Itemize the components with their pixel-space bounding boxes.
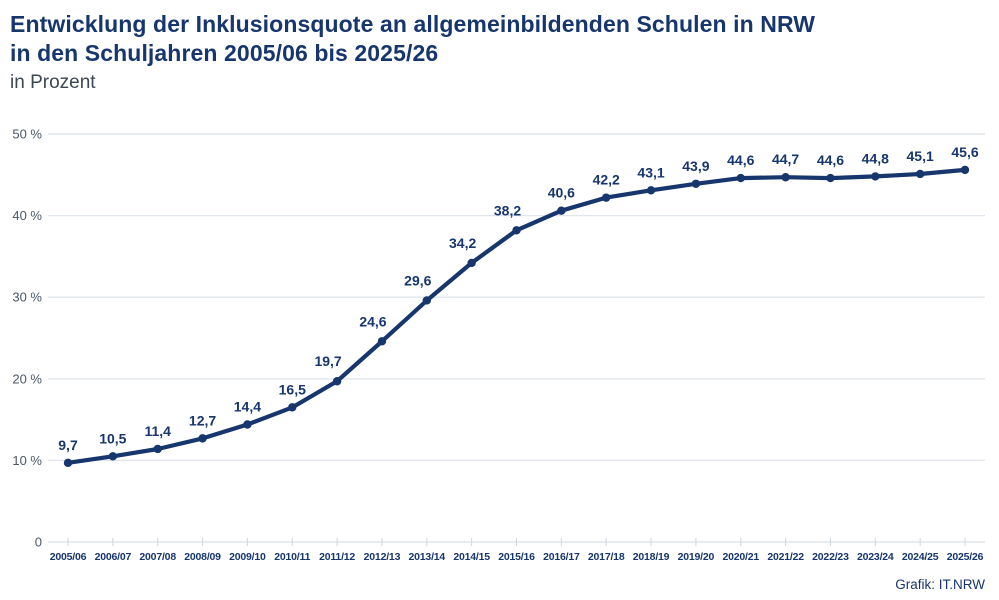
data-point-label: 38,2 bbox=[494, 202, 521, 218]
data-point bbox=[826, 173, 835, 183]
data-point bbox=[288, 403, 297, 412]
data-point-label: 29,6 bbox=[404, 272, 431, 288]
data-point-label: 43,1 bbox=[637, 164, 664, 180]
data-point bbox=[108, 452, 118, 461]
x-axis-label: 2011/12 bbox=[319, 551, 355, 563]
data-point bbox=[691, 179, 701, 188]
data-point bbox=[915, 169, 925, 179]
chart-subtitle: in Prozent bbox=[10, 72, 96, 93]
data-point-label: 14,4 bbox=[234, 398, 261, 414]
chart-header: Entwicklung der Inklusionsquote an allge… bbox=[10, 10, 970, 95]
source-credit: Grafik: IT.NRW bbox=[895, 577, 985, 592]
data-point-label: 45,6 bbox=[951, 144, 978, 160]
data-point-label: 40,6 bbox=[548, 185, 575, 201]
data-point-label: 42,2 bbox=[593, 172, 620, 188]
x-axis-label: 2019/20 bbox=[678, 551, 715, 563]
data-point-label: 34,2 bbox=[449, 235, 476, 251]
x-axis-label: 2015/16 bbox=[498, 551, 535, 563]
data-point-label: 24,6 bbox=[359, 313, 386, 329]
data-point-label: 44,8 bbox=[862, 150, 889, 166]
data-point bbox=[871, 172, 880, 181]
data-point-label: 9,7 bbox=[58, 437, 78, 453]
data-point bbox=[602, 193, 611, 202]
data-point bbox=[422, 296, 431, 305]
y-axis-label: 20 % bbox=[12, 371, 42, 386]
data-point bbox=[781, 173, 790, 182]
y-axis-label: 0 bbox=[35, 535, 42, 550]
data-point bbox=[467, 258, 476, 268]
x-axis-label: 2013/14 bbox=[409, 551, 446, 563]
x-axis-label: 2021/22 bbox=[767, 551, 804, 563]
data-point bbox=[960, 165, 970, 175]
data-point-label: 19,7 bbox=[314, 353, 341, 369]
x-axis-label: 2020/21 bbox=[722, 551, 759, 563]
chart-title-line-2: in den Schuljahren 2005/06 bis 2025/26 bbox=[10, 40, 439, 66]
x-axis-label: 2017/18 bbox=[588, 551, 625, 563]
data-point-label: 10,5 bbox=[99, 430, 126, 446]
data-point bbox=[512, 226, 521, 235]
x-axis-label: 2005/06 bbox=[50, 551, 87, 563]
data-point-label: 45,1 bbox=[907, 148, 934, 164]
x-axis-label: 2024/25 bbox=[902, 551, 939, 563]
x-axis-label: 2023/24 bbox=[857, 551, 894, 563]
y-axis-label: 30 % bbox=[12, 290, 42, 305]
x-axis-label: 2007/08 bbox=[139, 551, 176, 563]
data-point bbox=[153, 444, 162, 454]
x-axis-label: 2010/11 bbox=[274, 551, 310, 563]
y-axis-label: 50 % bbox=[12, 127, 42, 142]
data-point-label: 11,4 bbox=[144, 423, 171, 439]
data-point bbox=[557, 206, 566, 215]
data-point-label: 44,6 bbox=[727, 152, 754, 168]
data-point-label: 12,7 bbox=[189, 412, 216, 428]
data-point bbox=[736, 173, 745, 183]
data-point bbox=[198, 434, 207, 443]
data-point-label: 43,9 bbox=[682, 158, 709, 174]
x-axis-label: 2012/13 bbox=[364, 551, 401, 563]
y-axis-label: 10 % bbox=[12, 453, 42, 468]
data-point-label: 16,5 bbox=[279, 381, 306, 397]
data-point bbox=[63, 458, 73, 468]
data-point bbox=[646, 186, 656, 195]
x-axis-label: 2009/10 bbox=[229, 551, 266, 563]
x-axis-label: 2022/23 bbox=[812, 551, 849, 563]
data-point bbox=[332, 377, 342, 386]
data-point-label: 44,6 bbox=[817, 152, 844, 168]
data-point bbox=[377, 337, 387, 346]
chart-title-line-1: Entwicklung der Inklusionsquote an allge… bbox=[10, 11, 816, 37]
x-axis-label: 2018/19 bbox=[633, 551, 670, 563]
x-axis-label: 2025/26 bbox=[947, 551, 984, 563]
x-axis-label: 2014/15 bbox=[453, 551, 490, 563]
data-point bbox=[243, 420, 252, 429]
x-axis-label: 2016/17 bbox=[543, 551, 580, 563]
x-axis-label: 2006/07 bbox=[95, 551, 132, 563]
y-axis-label: 40 % bbox=[12, 208, 42, 223]
data-point-label: 44,7 bbox=[772, 151, 799, 167]
x-axis-label: 2008/09 bbox=[184, 551, 221, 563]
